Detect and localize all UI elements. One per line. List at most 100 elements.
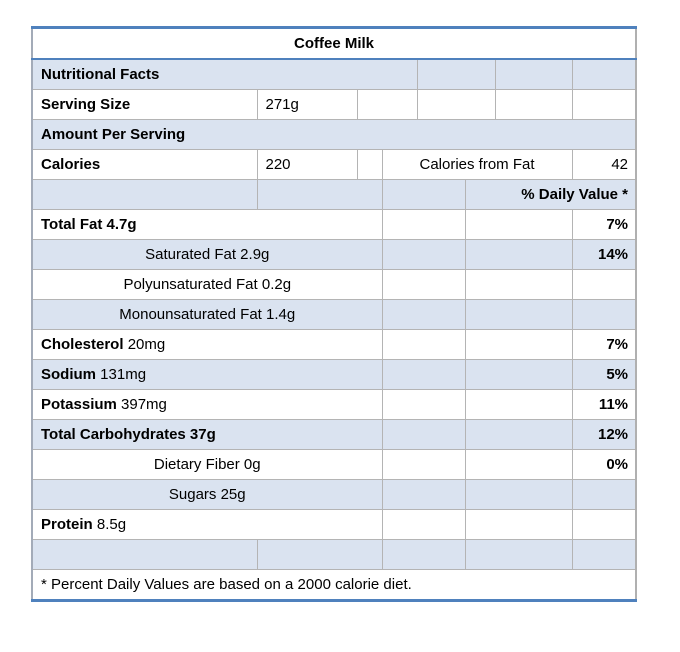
empty-cell [381, 239, 466, 270]
nutrient-label: Potassium 397mg [31, 389, 383, 420]
empty-cell [31, 539, 258, 570]
table-row-sodium: Sodium 131mg 5% [31, 359, 637, 390]
empty-cell [464, 509, 573, 540]
empty-cell [464, 269, 573, 300]
empty-cell [381, 449, 466, 480]
empty-cell [381, 269, 466, 300]
nutrient-daily-value [571, 509, 637, 540]
empty-cell [381, 209, 466, 240]
empty-cell [381, 419, 466, 450]
nutrient-name: Total Fat 4.7g [41, 216, 137, 233]
empty-cell [464, 329, 573, 360]
empty-cell [494, 89, 573, 120]
table-row-daily-value-header: % Daily Value * [31, 179, 637, 210]
nutrient-daily-value: 14% [571, 239, 637, 270]
empty-cell [571, 58, 637, 90]
table-row-total-fat: Total Fat 4.7g 7% [31, 209, 637, 240]
empty-cell [464, 449, 573, 480]
empty-cell [356, 89, 418, 120]
empty-cell [464, 389, 573, 420]
empty-cell [381, 329, 466, 360]
amount-per-serving-heading: Amount Per Serving [31, 119, 637, 150]
nutrient-label: Total Fat 4.7g [31, 209, 383, 240]
table-row-amount-per-serving: Amount Per Serving [31, 119, 637, 150]
empty-cell [571, 89, 637, 120]
empty-cell [381, 359, 466, 390]
nutrient-daily-value: 5% [571, 359, 637, 390]
empty-cell [464, 299, 573, 330]
table-row-title: Coffee Milk [32, 27, 637, 60]
nutrient-daily-value: 7% [571, 329, 637, 360]
nutrient-label: Sugars 25g [31, 479, 383, 510]
nutrient-name: Sodium [41, 366, 96, 383]
nutrient-label: Saturated Fat 2.9g [31, 239, 383, 270]
nutrient-label: Dietary Fiber 0g [31, 449, 383, 480]
nutrient-daily-value [571, 299, 637, 330]
nutrient-daily-value: 0% [571, 449, 637, 480]
footnote-text: * Percent Daily Values are based on a 20… [31, 569, 637, 601]
nutrient-amount: 8.5g [96, 516, 127, 533]
empty-cell [464, 239, 573, 270]
calories-from-fat-value: 42 [571, 149, 637, 180]
table-row-empty [31, 539, 637, 570]
table-row-monounsaturated-fat: Monounsaturated Fat 1.4g [31, 299, 637, 330]
nutrient-label: Cholesterol 20mg [31, 329, 383, 360]
empty-cell [31, 179, 258, 210]
nutrition-facts-table: Coffee Milk Nutritional Facts Serving Si… [31, 26, 638, 602]
nutrient-amount: 20mg [127, 336, 166, 353]
table-row-sugars: Sugars 25g [31, 479, 637, 510]
calories-from-fat-label: Calories from Fat [381, 149, 573, 180]
calories-value: 220 [256, 149, 358, 180]
empty-cell [256, 539, 383, 570]
nutrient-daily-value [571, 269, 637, 300]
nutrient-name: Protein [41, 516, 93, 533]
empty-cell [416, 58, 496, 90]
product-title: Coffee Milk [32, 27, 637, 60]
serving-size-label: Serving Size [31, 89, 258, 120]
table-row-footnote: * Percent Daily Values are based on a 20… [31, 569, 637, 601]
daily-value-heading: % Daily Value * [464, 179, 637, 210]
nutrient-daily-value: 11% [571, 389, 637, 420]
nutrient-amount: 131mg [100, 366, 147, 383]
nutrient-amount: 397mg [121, 396, 167, 413]
empty-cell [464, 479, 573, 510]
table-row-serving-size: Serving Size 271g [31, 89, 637, 120]
table-row-dietary-fiber: Dietary Fiber 0g 0% [31, 449, 637, 480]
empty-cell [571, 539, 637, 570]
empty-cell [464, 359, 573, 390]
empty-cell [381, 299, 466, 330]
table-row-cholesterol: Cholesterol 20mg 7% [31, 329, 637, 360]
empty-cell [381, 509, 466, 540]
nutrient-label: Protein 8.5g [31, 509, 383, 540]
empty-cell [381, 479, 466, 510]
empty-cell [494, 58, 573, 90]
nutrient-daily-value: 12% [571, 419, 637, 450]
empty-cell [256, 179, 383, 210]
nutrient-name: Total Carbohydrates 37g [41, 426, 216, 443]
empty-cell [416, 89, 496, 120]
empty-cell [464, 419, 573, 450]
empty-cell [464, 539, 573, 570]
nutritional-facts-heading: Nutritional Facts [31, 58, 418, 90]
nutrient-daily-value: 7% [571, 209, 637, 240]
nutrient-label: Monounsaturated Fat 1.4g [31, 299, 383, 330]
nutrient-daily-value [571, 479, 637, 510]
calories-label: Calories [31, 149, 258, 180]
table-row-polyunsaturated-fat: Polyunsaturated Fat 0.2g [31, 269, 637, 300]
nutrient-name: Cholesterol [41, 336, 124, 353]
table-row-protein: Protein 8.5g [31, 509, 637, 540]
serving-size-value: 271g [256, 89, 358, 120]
nutrient-label: Total Carbohydrates 37g [31, 419, 383, 450]
nutrient-label: Polyunsaturated Fat 0.2g [31, 269, 383, 300]
table-row-total-carbohydrates: Total Carbohydrates 37g 12% [31, 419, 637, 450]
table-row-saturated-fat: Saturated Fat 2.9g 14% [31, 239, 637, 270]
empty-cell [464, 209, 573, 240]
nutrient-label: Sodium 131mg [31, 359, 383, 390]
empty-cell [356, 149, 383, 180]
table-row-calories: Calories 220 Calories from Fat 42 [31, 149, 637, 180]
empty-cell [381, 179, 466, 210]
table-row-nutritional-facts: Nutritional Facts [31, 58, 637, 90]
nutrient-name: Potassium [41, 396, 117, 413]
table-row-potassium: Potassium 397mg 11% [31, 389, 637, 420]
